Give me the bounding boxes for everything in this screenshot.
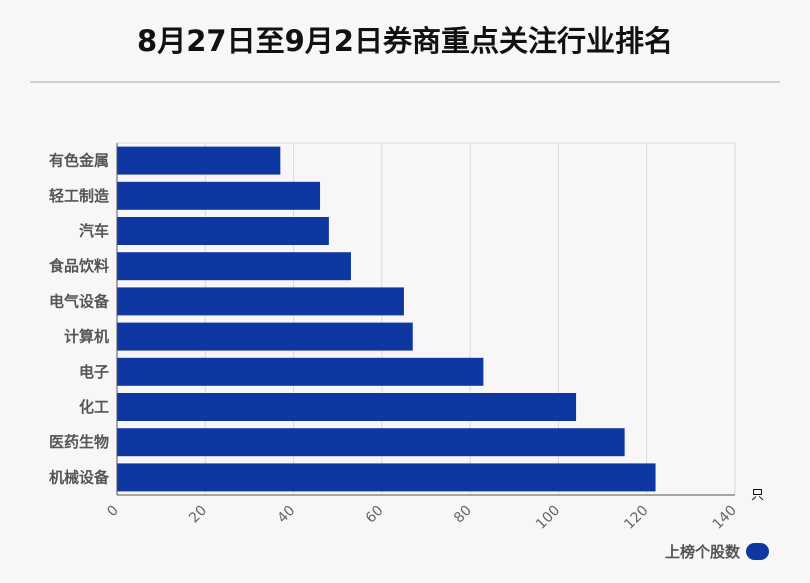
x-tick-label-2: 40 (274, 503, 298, 527)
category-label-1: 轻工制造 (49, 187, 109, 205)
bar-1 (117, 181, 321, 210)
category-label-4: 电气设备 (49, 292, 110, 310)
bar-3 (117, 252, 351, 281)
x-tick-label-7: 140 (710, 503, 740, 533)
bar-5 (117, 322, 413, 351)
bar-9 (117, 463, 656, 492)
category-label-7: 化工 (79, 398, 109, 416)
x-tick-label-5: 100 (533, 503, 563, 533)
x-axis-unit: 只 (751, 488, 764, 503)
category-label-6: 电子 (79, 363, 109, 381)
category-label-2: 汽车 (79, 222, 109, 240)
x-tick-label-6: 120 (621, 503, 651, 533)
legend-label: 上榜个股数 (664, 543, 740, 561)
category-label-0: 有色金属 (49, 152, 109, 170)
bar-8 (117, 428, 625, 457)
category-label-3: 食品饮料 (49, 257, 109, 275)
bar-2 (117, 217, 329, 245)
chart-title: 8月27日至9月2日券商重点关注行业排名 (137, 24, 673, 58)
category-label-9: 机械设备 (49, 468, 110, 486)
x-tick-label-0: 0 (104, 503, 122, 521)
category-label-8: 医药生物 (49, 433, 109, 451)
title-divider (30, 81, 780, 83)
x-tick-label-1: 20 (186, 503, 210, 527)
category-label-5: 计算机 (64, 328, 109, 346)
bar-0 (117, 146, 281, 175)
x-tick-label-3: 60 (363, 503, 387, 527)
bar-7 (117, 393, 577, 421)
bar-4 (117, 287, 404, 316)
x-tick-label-4: 80 (451, 503, 475, 527)
bar-6 (117, 357, 484, 386)
legend-swatch (746, 543, 769, 560)
